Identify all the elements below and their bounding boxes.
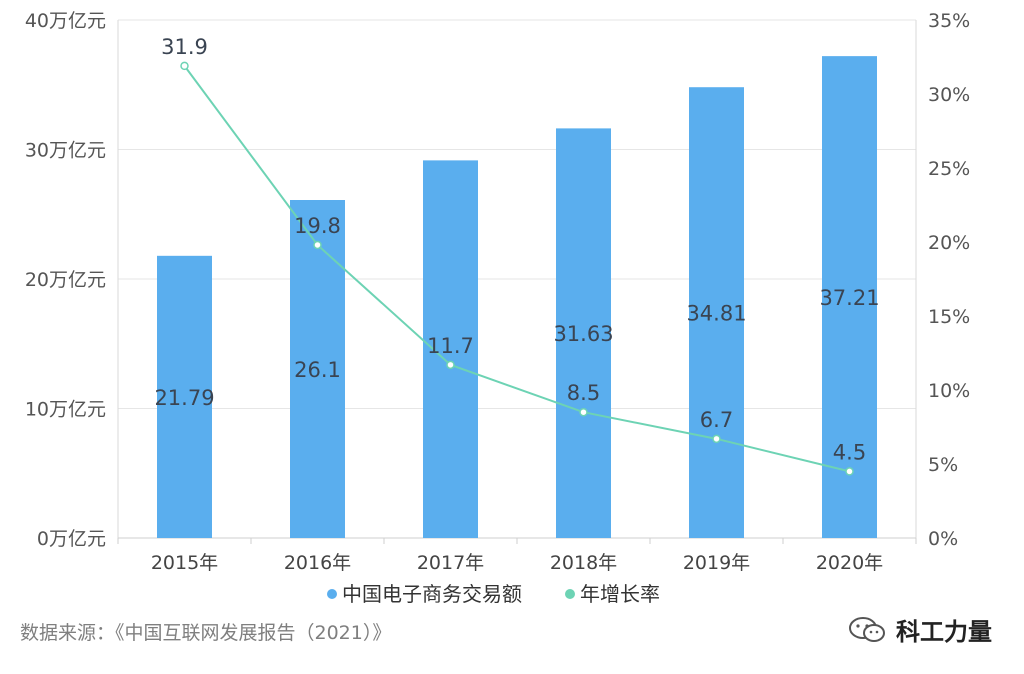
bar <box>157 255 212 538</box>
y-left-tick-labels: 0万亿元 10万亿元 20万亿元 30万亿元 40万亿元 <box>25 10 106 550</box>
bar-value-label: 31.63 <box>553 322 613 346</box>
growth-point <box>313 240 322 250</box>
growth-point <box>712 434 721 444</box>
y-right-tick-label: 10% <box>928 380 970 402</box>
wechat-icon <box>849 616 885 642</box>
legend-label-bar: 中国电子商务交易额 <box>342 582 522 606</box>
line-value-label: 4.5 <box>833 440 866 464</box>
growth-point <box>446 360 455 370</box>
y-right-tick-label: 25% <box>928 158 970 180</box>
y-left-tick-label: 20万亿元 <box>25 269 106 291</box>
bar-series <box>157 56 877 539</box>
gridlines <box>118 19 916 539</box>
y-right-tick-label: 0% <box>928 528 958 550</box>
legend-marker-line <box>565 589 575 599</box>
growth-point <box>579 407 588 417</box>
axes <box>117 20 917 544</box>
line-value-label: 8.5 <box>567 381 600 405</box>
growth-point <box>180 61 189 71</box>
x-tick-label: 2020年 <box>816 552 883 574</box>
y-right-tick-label: 20% <box>928 232 970 254</box>
y-left-tick-label: 10万亿元 <box>25 399 106 421</box>
x-tick-label: 2018年 <box>550 552 617 574</box>
line-labels: 31.9 19.8 11.7 8.5 6.7 4.5 <box>161 35 866 465</box>
x-tick-label: 2015年 <box>151 552 218 574</box>
bar-labels: 21.79 26.1 31.63 34.81 37.21 <box>154 286 879 410</box>
x-tick-label: 2019年 <box>683 552 750 574</box>
y-left-tick-label: 40万亿元 <box>25 10 106 32</box>
y-right-tick-label: 30% <box>928 84 970 106</box>
x-tick-label: 2017年 <box>417 552 484 574</box>
legend-marker-bar <box>327 589 337 599</box>
x-tick-label: 2016年 <box>284 552 351 574</box>
line-series <box>180 61 854 476</box>
y-right-tick-label: 35% <box>928 10 970 32</box>
growth-line <box>183 65 850 473</box>
legend-label-line: 年增长率 <box>580 582 660 606</box>
bar <box>822 56 877 539</box>
brand: 科工力量 <box>848 612 992 647</box>
bar <box>556 128 611 539</box>
bar-value-label: 37.21 <box>819 286 879 310</box>
y-left-tick-label: 30万亿元 <box>25 140 106 162</box>
line-value-label: 11.7 <box>427 334 474 358</box>
bar-value-label: 34.81 <box>686 302 746 326</box>
y-right-tick-labels: 0% 5% 10% 15% 20% 25% 30% 35% <box>928 10 970 550</box>
growth-point <box>845 467 854 476</box>
bar-value-label: 26.1 <box>294 358 341 382</box>
chart: 21.79 26.1 31.63 34.81 37.21 31.9 19.8 11.7 8.5… <box>25 10 970 606</box>
brand-name: 科工力量 <box>896 618 992 646</box>
y-right-tick-label: 5% <box>928 454 958 476</box>
y-right-tick-label: 15% <box>928 306 970 328</box>
source-note: 数据来源：《中国互联网发展报告（2021）》 <box>20 622 392 644</box>
legend: 中国电子商务交易额 年增长率 <box>327 582 660 606</box>
line-value-label: 19.8 <box>294 214 341 238</box>
line-value-label: 6.7 <box>700 408 733 432</box>
bar <box>290 200 345 538</box>
x-tick-labels: 2015年 2016年 2017年 2018年 2019年 2020年 <box>151 552 883 574</box>
bar-value-label: 21.79 <box>154 386 214 410</box>
line-value-label: 31.9 <box>161 35 208 59</box>
y-left-tick-label: 0万亿元 <box>37 528 106 550</box>
bar <box>689 87 744 538</box>
